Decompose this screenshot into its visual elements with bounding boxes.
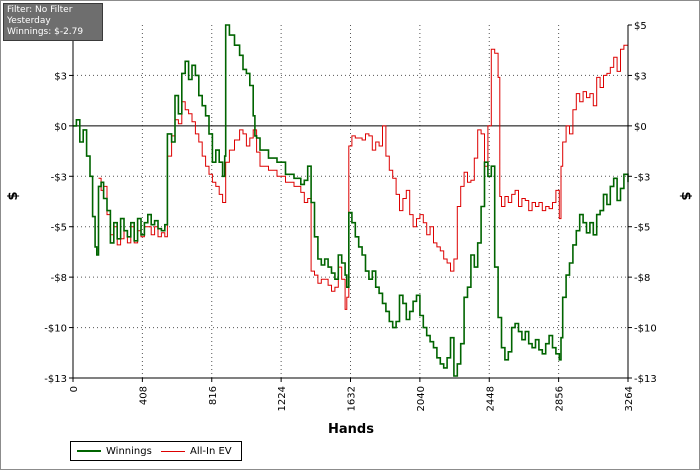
y-tick-label-right: $0 (634, 122, 647, 133)
x-tick-label: 2856 (555, 386, 566, 411)
x-axis-title: Hands (328, 422, 374, 437)
legend-label-allin-ev: All-In EV (190, 445, 232, 457)
legend-swatch-winnings (77, 450, 101, 452)
filter-info-box: Filter: No Filter Yesterday Winnings: $-… (3, 3, 103, 41)
x-tick-label: 408 (138, 386, 149, 405)
y-tick-label-left: -$8 (51, 273, 67, 284)
legend-label-winnings: Winnings (106, 445, 152, 457)
x-tick-label: 2448 (485, 386, 496, 411)
y-tick-label-right: -$8 (634, 273, 650, 284)
y-axis-title-right: $ (678, 191, 693, 200)
x-tick-label: 0 (69, 386, 80, 392)
y-tick-label-left: -$13 (44, 374, 67, 385)
y-tick-label-left: $3 (54, 71, 67, 82)
x-tick-label: 1632 (347, 386, 358, 411)
chart-legend: Winnings All-In EV (70, 441, 242, 461)
x-tick-label: 2040 (416, 386, 427, 411)
legend-item-allin-ev: All-In EV (161, 444, 232, 458)
y-tick-label-right: $5 (634, 21, 647, 32)
winnings-label: Winnings: $-2.79 (7, 27, 84, 37)
y-tick-label-right: $3 (634, 71, 647, 82)
y-tick-label-right: -$3 (634, 172, 650, 183)
legend-swatch-allin-ev (161, 450, 185, 452)
y-tick-label-right: -$13 (634, 374, 657, 385)
y-tick-label-left: -$5 (51, 223, 67, 234)
y-tick-label-right: -$10 (634, 324, 657, 335)
y-tick-label-left: -$3 (51, 172, 67, 183)
y-axis-title-left: $ (6, 191, 21, 200)
allin-ev-line (98, 44, 629, 310)
x-tick-label: 816 (208, 386, 219, 405)
y-tick-label-right: -$5 (634, 223, 650, 234)
y-tick-label-left: $0 (54, 122, 67, 133)
x-tick-label: 1224 (277, 386, 288, 411)
legend-item-winnings: Winnings (77, 444, 152, 458)
filter-label: Filter: No Filter (7, 5, 73, 15)
period-label: Yesterday (7, 16, 51, 26)
x-tick-label: 3264 (624, 386, 635, 411)
winnings-line (73, 24, 629, 377)
y-tick-label-left: -$10 (44, 324, 67, 335)
